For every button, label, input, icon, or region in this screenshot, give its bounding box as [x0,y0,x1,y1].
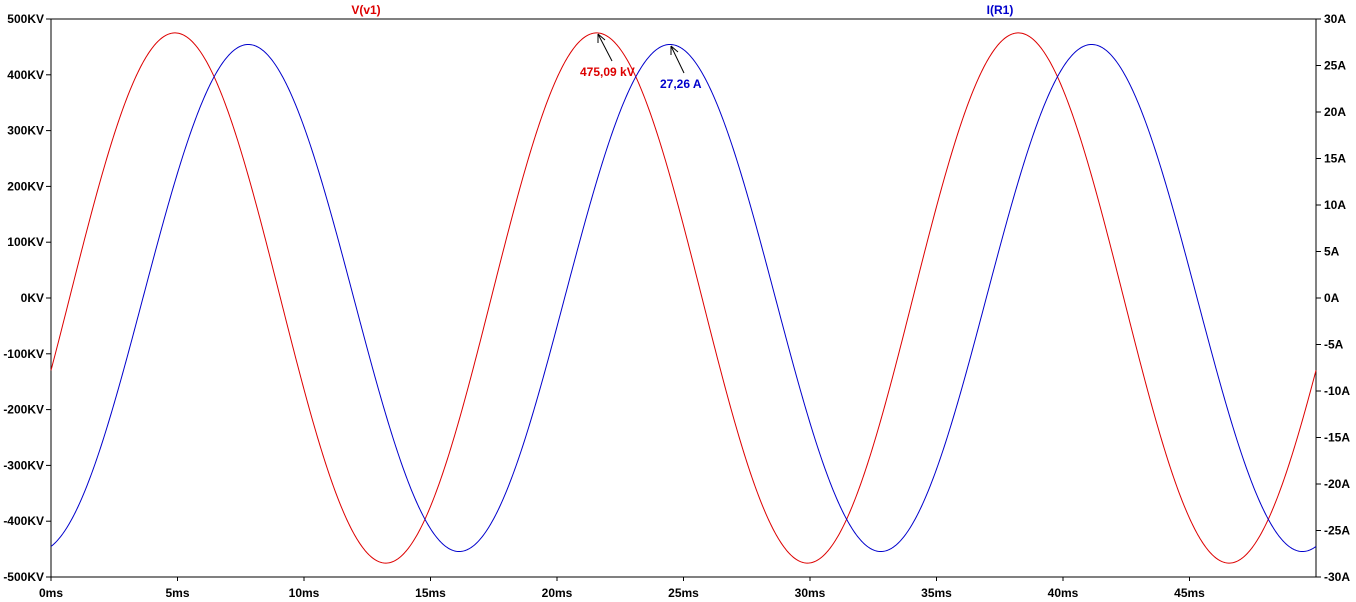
right-tick-label: 15A [1324,152,1346,166]
right-tick-label: -10A [1324,384,1350,398]
x-tick-label: 0ms [39,586,63,600]
left-tick-label: -400KV [3,514,44,528]
x-tick-label: 40ms [1048,586,1079,600]
annotation-label-voltage: 475,09 kV [580,65,635,79]
x-tick-label: 25ms [668,586,699,600]
x-axis-ticks: 0ms 5ms 10ms 15ms 20ms 25ms 30ms 35ms 40ms 45ms [39,577,1205,600]
right-tick-label: 20A [1324,105,1346,119]
left-tick-label: 0KV [21,291,44,305]
plot-frame [50,18,1317,578]
traces [50,32,1317,564]
left-tick-label: 300KV [7,124,44,138]
right-tick-label: -30A [1324,570,1350,584]
series-title-v1: V(v1) [351,3,380,17]
left-axis-ticks: 500KV 400KV 300KV 200KV 100KV 0KV -100KV -200KV… [3,12,51,584]
x-tick-label: 20ms [542,586,573,600]
x-tick-label: 45ms [1174,586,1205,600]
right-axis-ticks: 30A 25A 20A 15A 10A 5A 0A -5A -10A -15A -20A -25A -3… [1316,12,1350,584]
series-title-r1: I(R1) [987,3,1014,17]
left-tick-label: -100KV [3,347,44,361]
trace-v1 [50,32,1317,564]
right-tick-label: -20A [1324,477,1350,491]
right-tick-label: -5A [1324,338,1344,352]
left-tick-label: -300KV [3,458,44,472]
plot-area [50,18,1317,578]
right-tick-label: 25A [1324,59,1346,73]
left-tick-label: 200KV [7,179,44,193]
x-tick-label: 35ms [921,586,952,600]
annotation-arrow-voltage [597,33,613,62]
x-tick-label: 15ms [415,586,446,600]
annotation-arrow-current [670,45,685,74]
annotation-label-current: 27,26 A [660,77,702,91]
trace-r1 [50,43,1317,553]
x-tick-label: 10ms [289,586,320,600]
annotation-arrowhead-current [670,45,679,55]
right-tick-label: 0A [1324,291,1340,305]
annotations: 475,09 kV 27,26 A [580,33,702,91]
right-tick-label: -25A [1324,524,1350,538]
right-tick-label: -15A [1324,431,1350,445]
left-tick-label: 100KV [7,235,44,249]
annotation-arrowhead-voltage [597,33,606,43]
right-tick-label: 30A [1324,12,1346,26]
left-tick-label: 400KV [7,68,44,82]
left-tick-label: -500KV [3,570,44,584]
x-tick-label: 30ms [795,586,826,600]
right-tick-label: 5A [1324,245,1340,259]
x-tick-label: 5ms [165,586,189,600]
left-tick-label: -200KV [3,403,44,417]
right-tick-label: 10A [1324,198,1346,212]
left-tick-label: 500KV [7,12,44,26]
